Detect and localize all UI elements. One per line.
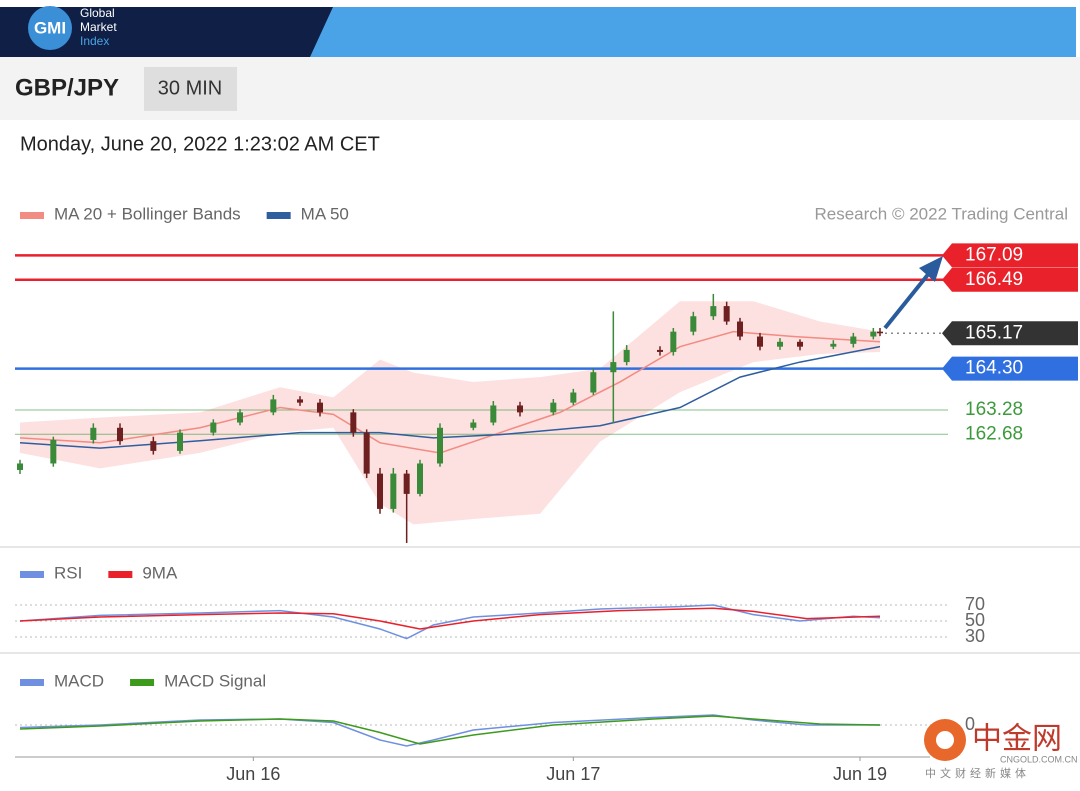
candle-body (690, 316, 697, 332)
x-tick-label: Jun 17 (546, 764, 600, 784)
candle-body (670, 331, 677, 352)
plot: 167.09 166.49 165.17 164.30 163.28 162.68 MA 2… (15, 204, 1078, 784)
watermark-name: 中金网 (972, 722, 1062, 757)
header-logo-bg (0, 7, 333, 57)
indicator-line (19, 714, 880, 747)
legend-label: RSI (54, 563, 82, 582)
level-label: 166.49 (965, 269, 1023, 290)
candle-body (350, 412, 357, 433)
target-arrow (883, 270, 932, 330)
candle-body (870, 331, 877, 337)
candle-body (723, 306, 730, 322)
legend-label: 9MA (142, 563, 178, 582)
watermark-tagline: 中文财经新媒体 (925, 766, 1030, 780)
candle-body (737, 321, 743, 337)
brand: Global (80, 6, 115, 20)
candle-body (50, 439, 57, 464)
legend-swatch (20, 212, 44, 219)
level-label: 163.28 (965, 399, 1023, 420)
datetime: Monday, June 20, 2022 1:23:02 AM CET (20, 133, 380, 155)
candle-body (470, 422, 477, 428)
indicator-line (19, 607, 881, 630)
candle-body (830, 343, 837, 347)
candle-body (363, 432, 370, 474)
level-label: 164.30 (965, 358, 1023, 379)
candle-body (490, 405, 497, 423)
candle-body (177, 432, 183, 451)
legend-label: MA 20 + Bollinger Bands (54, 204, 241, 223)
candle-body (90, 427, 97, 440)
candle-body (417, 463, 423, 494)
level-box (942, 356, 1078, 381)
candle-body (757, 336, 763, 347)
candle-body (117, 427, 123, 442)
level-box (942, 243, 1078, 268)
brand: Index (80, 34, 109, 48)
candle-body (270, 399, 277, 413)
legend-swatch (20, 679, 44, 686)
candle-body (517, 405, 523, 413)
candle-body (437, 427, 443, 464)
x-tick-label: Jun 16 (226, 764, 280, 784)
legend-label: MA 50 (301, 204, 349, 223)
candle-body (390, 473, 397, 509)
level-label: 167.09 (965, 244, 1023, 265)
candle-body (403, 473, 410, 494)
candle-body (297, 399, 303, 403)
timeframe-button[interactable] (144, 67, 237, 111)
candle-body (710, 306, 717, 317)
candle-body (590, 372, 597, 393)
pair: GBP/JPY (15, 74, 119, 101)
logo-circle (28, 6, 72, 50)
indicator-line (19, 604, 881, 640)
brand: Market (80, 20, 117, 34)
candle-body (777, 341, 783, 347)
legend-label: MACD (54, 671, 104, 690)
bollinger-band (20, 301, 880, 525)
x-tick-label: Jun 19 (833, 764, 887, 784)
level-label: 165.17 (965, 322, 1023, 343)
source: Research © 2022 Trading Central (815, 204, 1069, 223)
y-tick-label: 70 (965, 594, 985, 614)
candle-body (17, 463, 23, 470)
candle-body (570, 392, 577, 403)
candle-body (150, 441, 157, 451)
legend-swatch (108, 571, 133, 578)
logo: GMI (34, 18, 66, 37)
legend-swatch (130, 679, 155, 686)
candle-body (657, 349, 663, 352)
candle-body (237, 412, 243, 423)
candle-body (377, 473, 383, 509)
indicator-line (19, 715, 881, 745)
candle-body (550, 402, 557, 413)
watermark-logo-inner (936, 731, 954, 749)
candle-body (317, 402, 323, 413)
candle-body (850, 336, 857, 344)
arrow-head (919, 256, 943, 282)
level-box (942, 267, 1078, 292)
legend-swatch (266, 212, 291, 219)
watermark-domain: CNGOLD.COM.CN (1000, 754, 1078, 764)
y-tick-label: 0 (965, 714, 975, 734)
candle-body (797, 341, 803, 347)
level-box (942, 321, 1078, 346)
y-tick-label: 50 (965, 610, 985, 630)
candle-body (877, 331, 883, 334)
candle-body (610, 362, 617, 373)
legend-label: MACD Signal (164, 671, 266, 690)
y-tick-label: 30 (965, 626, 985, 646)
ma-line (19, 345, 881, 449)
timeframe[interactable]: 30 MIN (158, 77, 222, 99)
candle-body (210, 422, 217, 433)
level-label: 162.68 (965, 423, 1023, 444)
legend-swatch (20, 571, 44, 578)
candle-body (623, 349, 630, 363)
